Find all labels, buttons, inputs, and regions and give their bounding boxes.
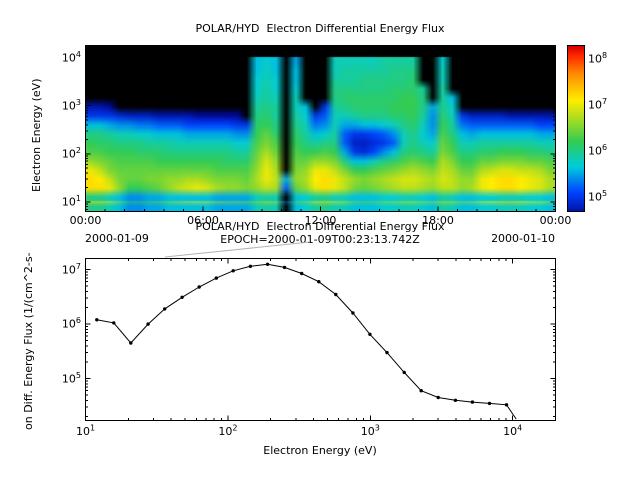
bottom-x-tick-label: 101 — [75, 423, 96, 438]
bottom-x-tick-label: 103 — [360, 423, 380, 438]
top-plot-title: POLAR/HYD Electron Differential Energy F… — [195, 22, 445, 35]
bottom-plot-subtitle: EPOCH=2000-01-09T00:23:13.742Z — [220, 233, 420, 246]
x-axis-date-end: 2000-01-10 — [491, 232, 555, 245]
bottom-x-tick-label: 104 — [503, 423, 523, 438]
bottom-y-tick-label: 106 — [61, 315, 81, 331]
top-x-tick-label: 06:00 — [187, 214, 219, 227]
bottom-plot-title: POLAR/HYD Electron Differential Energy F… — [195, 220, 445, 233]
x-axis-date-start: 2000-01-09 — [85, 232, 149, 245]
colorbar-tick-label: 107 — [588, 96, 608, 112]
top-y-tick-label: 101 — [61, 193, 81, 209]
top-y-tick-label: 103 — [61, 97, 81, 113]
bottom-y-tick-label: 107 — [61, 261, 81, 277]
colorbar-canvas — [567, 45, 584, 211]
bottom-plot-xlabel: Electron Energy (eV) — [263, 444, 377, 457]
top-x-tick-label: 12:00 — [304, 214, 337, 227]
bottom-y-tick-label: 105 — [61, 370, 81, 386]
top-x-tick-label: 00:00 — [539, 214, 572, 227]
top-y-tick-label: 104 — [61, 49, 81, 65]
spectrogram-canvas — [85, 45, 555, 211]
top-x-tick-label: 18:00 — [422, 214, 454, 227]
top-y-tick-label: 102 — [61, 145, 81, 161]
top-x-tick-label: 00:00 — [69, 214, 102, 227]
colorbar-tick-label: 105 — [588, 189, 608, 204]
colorbar-tick-label: 106 — [588, 142, 608, 158]
bottom-x-tick-label: 102 — [218, 423, 238, 438]
colorbar-tick-label: 108 — [588, 50, 608, 66]
